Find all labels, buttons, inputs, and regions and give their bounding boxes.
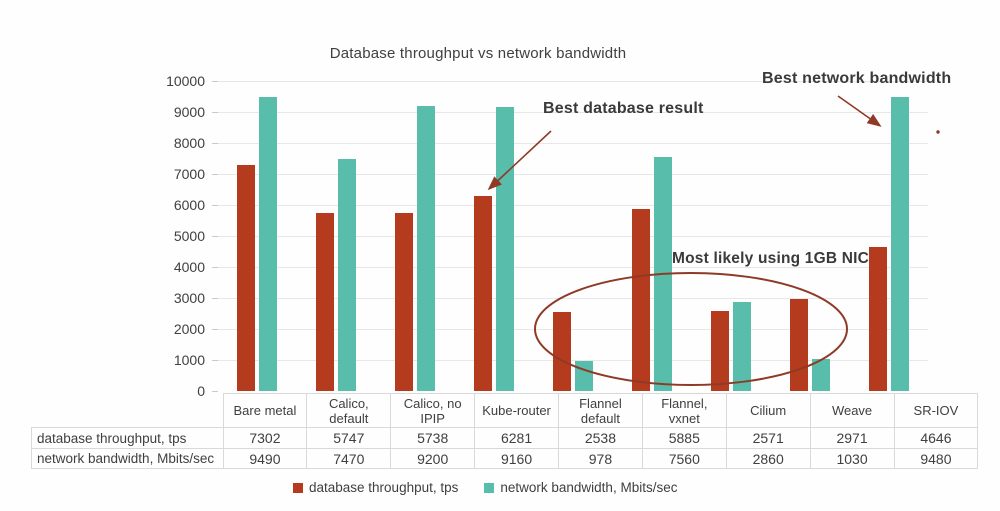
- bar-database-3: [474, 196, 493, 391]
- y-tick-mark: [212, 174, 218, 175]
- legend: database throughput, tps network bandwidt…: [293, 480, 677, 495]
- y-tick-mark: [212, 205, 218, 206]
- category-header: Cilium: [725, 393, 811, 428]
- y-tick-label: 0: [197, 383, 205, 399]
- bar-network-6: [732, 302, 751, 391]
- bar-database-4: [553, 312, 571, 391]
- legend-swatch: [484, 482, 495, 493]
- plot-area: [218, 81, 928, 391]
- y-tick-label: 1000: [173, 352, 205, 368]
- y-tick-label: 6000: [173, 197, 205, 213]
- y-tick-mark: [212, 360, 218, 361]
- y-tick-label: 10000: [166, 73, 205, 89]
- bar-network-2: [417, 105, 436, 391]
- category-header: Kube-router: [474, 393, 559, 428]
- annotation-nic: Most likely using 1GB NIC: [672, 250, 870, 267]
- table-cell-value: 2538: [558, 427, 643, 449]
- y-tick-mark: [212, 267, 218, 268]
- category-header: Flannel default: [558, 393, 643, 428]
- y-tick-label: 2000: [173, 321, 205, 337]
- series-row-label: database throughput, tps: [31, 427, 224, 449]
- table-cell-value: 978: [558, 448, 643, 469]
- table-cell-value: 7560: [641, 448, 727, 469]
- bar-network-4: [575, 360, 593, 391]
- bar-database-7: [789, 298, 808, 391]
- gridline: [218, 267, 928, 268]
- bar-database-2: [395, 213, 414, 391]
- bar-database-0: [237, 164, 256, 391]
- legend-item-1: network bandwidth, Mbits/sec: [484, 480, 677, 495]
- y-tick-mark: [212, 298, 218, 299]
- bar-database-1: [316, 212, 335, 391]
- y-tick-label: 9000: [173, 104, 205, 120]
- series-row-label: network bandwidth, Mbits/sec: [31, 448, 224, 469]
- table-row: network bandwidth, Mbits/sec 9490 7470 9200…: [31, 448, 979, 469]
- gridline: [218, 112, 928, 113]
- table-cell-value: 5747: [306, 427, 392, 449]
- table-cell-value: 5885: [641, 427, 727, 449]
- table-header-row: Bare metal Calico, default Calico, no IPIP…: [32, 393, 979, 428]
- bar-network-0: [259, 96, 278, 391]
- y-tick-mark: [212, 236, 218, 237]
- table-cell-value: 1030: [809, 448, 895, 469]
- bar-network-1: [338, 159, 357, 391]
- gridline: [218, 143, 928, 144]
- y-tick-label: 3000: [173, 290, 205, 306]
- data-table: Bare metal Calico, default Calico, no IPIP…: [31, 393, 979, 469]
- red-dot: [936, 130, 940, 134]
- legend-label: network bandwidth, Mbits/sec: [500, 480, 678, 495]
- annotation-best-network: Best network bandwidth: [762, 70, 952, 87]
- y-tick-mark: [212, 391, 218, 392]
- legend-item-0: database throughput, tps: [293, 480, 458, 495]
- bar-network-3: [496, 107, 515, 391]
- annotation-best-database: Best database result: [543, 100, 704, 117]
- bar-database-5: [631, 208, 650, 391]
- category-header: Flannel, vxnet: [641, 393, 727, 428]
- table-cell-value: 7470: [306, 448, 392, 469]
- bar-network-7: [811, 359, 830, 391]
- y-tick-label: 7000: [173, 166, 205, 182]
- category-header: Calico, default: [306, 393, 392, 428]
- table-cell-value: 4646: [893, 427, 979, 449]
- gridline: [218, 205, 928, 206]
- legend-label: database throughput, tps: [309, 480, 459, 495]
- table-cell-value: 2571: [725, 427, 811, 449]
- table-cell-value: 6281: [474, 427, 559, 449]
- table-cell-value: 9200: [390, 448, 476, 469]
- table-cell-value: 9490: [222, 448, 308, 469]
- gridline: [218, 81, 928, 82]
- category-header: SR-IOV: [893, 393, 979, 428]
- bar-network-8: [890, 97, 909, 391]
- chart-title: Database throughput vs network bandwidth: [329, 45, 627, 62]
- y-tick-mark: [212, 329, 218, 330]
- bar-database-6: [710, 311, 729, 391]
- table-cell-value: 2860: [725, 448, 811, 469]
- bar-database-8: [868, 247, 887, 391]
- y-tick-label: 4000: [173, 259, 205, 275]
- table-row: database throughput, tps 7302 5747 5738 6281…: [31, 427, 979, 449]
- table-cell-value: 7302: [222, 427, 308, 449]
- bar-network-5: [653, 156, 672, 391]
- category-header: Bare metal: [222, 393, 308, 428]
- table-cell-value: 9480: [893, 448, 979, 469]
- y-tick-mark: [212, 81, 218, 82]
- table-cell-value: 2971: [809, 427, 895, 449]
- y-tick-label: 8000: [173, 135, 205, 151]
- category-header: Calico, no IPIP: [390, 393, 476, 428]
- y-tick-mark: [212, 112, 218, 113]
- table-corner-blank: [32, 394, 224, 428]
- table-cell-value: 9160: [474, 448, 559, 469]
- table-cell-value: 5738: [390, 427, 476, 449]
- gridline: [218, 174, 928, 175]
- y-tick-label: 5000: [173, 228, 205, 244]
- gridline: [218, 236, 928, 237]
- y-tick-mark: [212, 143, 218, 144]
- category-header: Weave: [809, 393, 895, 428]
- legend-swatch: [293, 482, 303, 493]
